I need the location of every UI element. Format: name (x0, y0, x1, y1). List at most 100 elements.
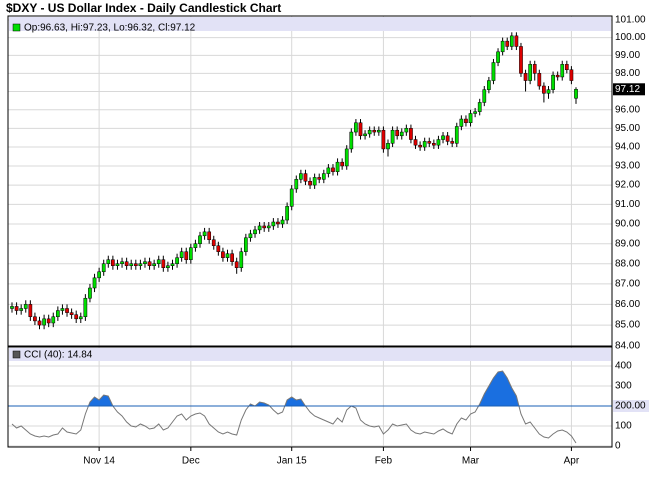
candle-body (473, 111, 477, 114)
candle-body (496, 51, 500, 63)
candle-body (42, 318, 46, 326)
candle-body (198, 235, 202, 244)
candle-body (170, 263, 175, 266)
legend-bar (9, 17, 611, 31)
candle-body (477, 102, 482, 112)
candle-body (381, 129, 386, 150)
y-tick-label: 96.00 (615, 104, 640, 115)
candle-body (432, 143, 436, 146)
y-tick-label: 100 (615, 421, 632, 432)
candle-body (537, 73, 542, 87)
y-tick-label: 88.00 (615, 258, 640, 269)
candle-body (422, 141, 427, 148)
plot-area (8, 347, 612, 447)
candle-body (358, 122, 363, 137)
candle-body (207, 231, 212, 241)
candle-body (574, 89, 578, 99)
cci-line (11, 370, 577, 444)
candle-body (399, 131, 404, 137)
candle-body (74, 314, 79, 320)
y-tick-label: 100.00 (615, 32, 646, 43)
candle-body (225, 253, 230, 258)
candle-body (28, 304, 33, 318)
candle-body (491, 62, 496, 81)
candle-body (37, 320, 42, 326)
candle-body (248, 233, 253, 239)
y-tick-label: 94.00 (615, 142, 640, 153)
y-tick-label: 92.00 (615, 180, 640, 191)
last-price-label: 97.12 (615, 84, 640, 95)
candle-body (528, 64, 532, 81)
candle-body (10, 306, 14, 309)
y-tick-label: 89.00 (615, 238, 640, 249)
candle-body (372, 129, 377, 133)
candle-body (390, 129, 395, 144)
candle-body (335, 161, 340, 172)
candle-body (133, 263, 138, 266)
y-tick-label: 91.00 (615, 199, 640, 210)
candle-body (262, 225, 267, 229)
candle-body (202, 231, 207, 237)
candle-body (51, 316, 56, 324)
price-panel: 84.00 85.00 86.00 87.00 88.00 89.00 90.00 91.00… (7, 15, 646, 352)
candle-body (395, 129, 400, 137)
candle-body (179, 251, 184, 258)
candle-body (555, 74, 560, 78)
candle-body (266, 225, 271, 229)
y-tick-label: 87.00 (615, 279, 640, 290)
candle-body (340, 161, 344, 167)
candle-body (115, 263, 120, 266)
candle-body (60, 308, 65, 311)
candle-body (56, 310, 60, 318)
candle-body (413, 139, 418, 146)
reference-label-box (613, 400, 649, 412)
candle-body (253, 229, 257, 235)
x-tick-label: Apr (564, 456, 580, 467)
candle-body (367, 129, 372, 135)
candle-body (436, 139, 441, 146)
x-tick-label: Jan 15 (277, 456, 307, 467)
candle-body (83, 297, 88, 318)
y-tick-label: 95.00 (615, 123, 640, 134)
candle-body (427, 141, 432, 144)
candle-body (88, 287, 92, 299)
candle-body (78, 316, 83, 320)
candle-body (188, 247, 193, 260)
candle-body (280, 219, 285, 225)
candle-body (166, 265, 170, 268)
candle-body (216, 245, 221, 252)
y-tick-label: 99.00 (615, 50, 640, 61)
candle-body (33, 316, 37, 322)
candle-body (551, 74, 555, 90)
candle-body (542, 85, 546, 94)
candle-body (23, 304, 28, 309)
legend-text: CCI (40): 14.84 (24, 350, 93, 361)
candle-body (564, 64, 569, 70)
candle-body (376, 129, 381, 133)
y-tick-label: 300 (615, 381, 632, 392)
candle-body (308, 180, 312, 186)
candle-body (14, 306, 19, 311)
candle-body (344, 148, 349, 167)
y-tick-label: 84.00 (615, 341, 640, 352)
candle-body (161, 259, 166, 268)
candle-body (349, 131, 354, 150)
candle-body (354, 122, 358, 133)
candle-body (546, 89, 551, 94)
candle-body (505, 40, 510, 47)
candle-body (459, 118, 464, 127)
candle-body (519, 46, 523, 74)
candle-body (234, 261, 239, 268)
candle-body (532, 64, 537, 74)
x-tick-label: Nov 14 (83, 456, 115, 467)
candle-body (124, 261, 129, 266)
x-tick-label: Dec (182, 456, 200, 467)
y-tick-label: 0 (615, 441, 621, 452)
candle-body (120, 261, 124, 264)
candle-body (92, 277, 97, 289)
candle-body (69, 312, 74, 315)
candle-body (560, 64, 565, 78)
candle-body (454, 126, 459, 144)
candle-body (152, 263, 156, 266)
